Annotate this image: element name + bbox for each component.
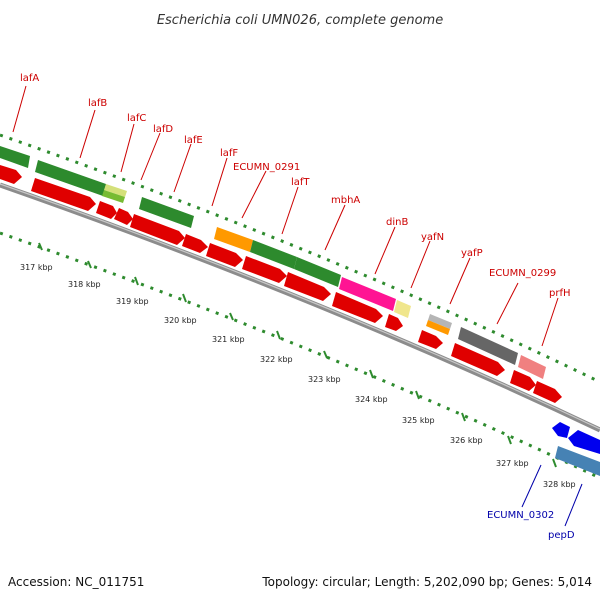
gene-label: prfH	[549, 288, 571, 299]
gene-block-darkgrey	[458, 327, 518, 365]
gene-block-pale	[104, 184, 127, 197]
gene-label: lafF	[220, 148, 238, 159]
cds-arrow	[130, 214, 185, 245]
gene-label: lafB	[88, 98, 107, 109]
gene-block-yellow	[394, 300, 411, 318]
scale-ticks	[38, 242, 557, 468]
gene-block-steel	[555, 446, 600, 476]
scale-label: 317 kbp	[20, 263, 53, 272]
cds-arrow	[96, 201, 117, 219]
cds-arrow-reverse	[568, 430, 600, 454]
gene-block-green	[139, 197, 194, 228]
gene-label: dinB	[386, 217, 408, 228]
cds-arrow	[385, 314, 403, 331]
gene-block-green	[294, 257, 341, 287]
cds-arrow-reverse	[552, 422, 570, 438]
reverse-leader-lines	[521, 464, 583, 527]
gene-block-pink	[518, 355, 546, 379]
cds-arrow	[510, 370, 536, 391]
scale-labels: 317 kbp 318 kbp 319 kbp 320 kbp 321 kbp …	[20, 263, 576, 489]
gene-block-green	[35, 160, 106, 196]
cds-arrow	[284, 272, 331, 301]
gene-label: lafC	[127, 113, 146, 124]
scale-label: 325 kbp	[402, 416, 435, 425]
scale-label: 324 kbp	[355, 395, 388, 404]
gene-label: yafP	[461, 248, 483, 259]
gene-block-grey	[428, 314, 452, 329]
cds-arrow	[114, 208, 133, 225]
topology-text: Topology: circular; Length: 5,202,090 bp…	[261, 575, 592, 589]
scale-label: 323 kbp	[308, 375, 341, 384]
gene-block-orange	[214, 227, 253, 252]
inner-dotted-ring	[0, 231, 600, 480]
gene-block-lime	[102, 190, 125, 203]
cds-arrow	[418, 330, 443, 349]
accession-text: Accession: NC_011751	[8, 575, 144, 589]
backbone-ring	[0, 182, 600, 433]
cds-arrow	[206, 243, 243, 267]
gene-block-magenta	[339, 277, 396, 311]
cds-arrow	[533, 381, 562, 403]
reverse-gene-labels: ECUMN_0302 pepD	[487, 510, 575, 541]
cds-arrow	[451, 343, 505, 376]
forward-gene-labels: lafA lafB lafC lafD lafE lafF ECUMN_0291…	[20, 73, 571, 299]
cds-arrow	[31, 178, 96, 211]
map-title: Escherichia coli UMN026, complete genome	[157, 13, 443, 28]
gene-label: lafD	[153, 124, 173, 135]
gene-block-green	[250, 240, 297, 269]
gene-block-green	[0, 146, 30, 168]
gene-block-orange	[426, 320, 450, 335]
scale-label: 327 kbp	[496, 459, 529, 468]
scale-label: 318 kbp	[68, 280, 101, 289]
scale-label: 326 kbp	[450, 436, 483, 445]
cds-arrow	[182, 234, 208, 253]
gene-label: ECUMN_0302	[487, 510, 554, 521]
forward-leader-lines	[12, 85, 559, 347]
scale-label: 328 kbp	[543, 480, 576, 489]
gene-label: pepD	[548, 530, 575, 541]
gene-label: ECUMN_0299	[489, 268, 556, 279]
gene-label: lafE	[184, 135, 203, 146]
cds-arrow	[242, 256, 287, 283]
forward-cds-track	[0, 165, 562, 403]
scale-label: 320 kbp	[164, 316, 197, 325]
backbone-highlight	[0, 183, 600, 430]
gene-label: lafA	[20, 73, 39, 84]
gene-label: lafT	[291, 177, 310, 188]
scale-label: 319 kbp	[116, 297, 149, 306]
gene-label: ECUMN_0291	[233, 162, 300, 173]
forward-feature-track	[0, 146, 546, 379]
cds-arrow	[0, 165, 22, 184]
gene-label: yafN	[421, 232, 444, 243]
outer-dotted-ring	[0, 133, 600, 384]
gene-label: mbhA	[331, 195, 360, 206]
cds-arrow	[332, 292, 383, 323]
scale-label: 321 kbp	[212, 335, 245, 344]
scale-label: 322 kbp	[260, 355, 293, 364]
reverse-feature-track	[552, 422, 600, 476]
